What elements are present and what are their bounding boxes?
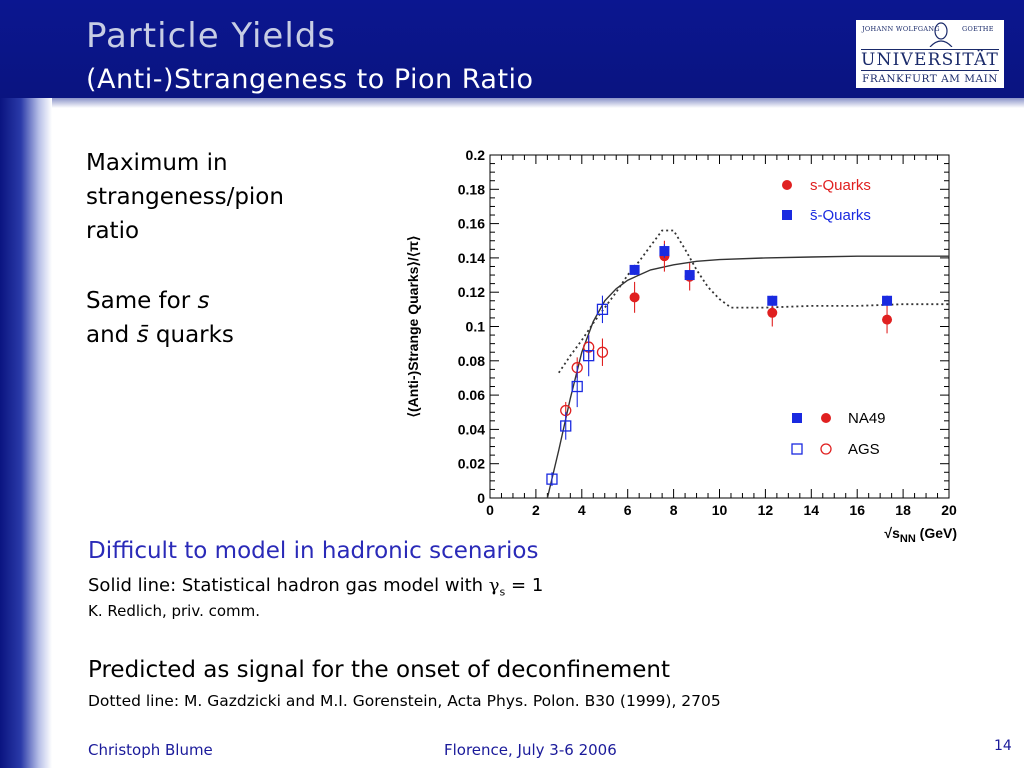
footer-event: Florence, July 3-6 2006: [444, 741, 617, 759]
legend-marker: [821, 413, 831, 423]
data-point: [882, 295, 893, 306]
chart-labels: 0 2 4 6 8 10 12 14 16 18 20 0 0.02 0.04 0.06 0.08 0.1 0.1…: [405, 147, 957, 545]
solid-line-note: Solid line: Statistical hadron gas model…: [88, 575, 543, 599]
x-tick-label: 14: [804, 502, 820, 518]
data-point: [571, 380, 583, 393]
legend-marker: [782, 210, 792, 220]
x-tick-label: 10: [712, 502, 728, 518]
legend-label: AGS: [848, 441, 880, 458]
bullet-same-line2: and s̄ quarks: [86, 318, 234, 352]
x-axis-label: √sNN (GeV): [884, 525, 957, 545]
x-tick-label: 6: [624, 502, 632, 518]
bullet-maximum: Maximum in strangeness/pion ratio: [86, 146, 284, 248]
y-tick-label: 0: [477, 490, 485, 506]
chart-legend: s-Quarks s̄-Quarks NA49 AGS: [782, 177, 886, 458]
legend-marker: [791, 443, 803, 455]
strangeness-chart: s-Quarks s̄-Quarks NA49 AGS 0 2 4 6 8 10 12 14 16 18…: [405, 147, 957, 545]
x-tick-label: 8: [670, 502, 678, 518]
gamma-value: = 1: [511, 575, 544, 596]
x-tick-label: 18: [895, 502, 911, 518]
data-point: [546, 473, 558, 485]
bullet-same: Same for s and s̄ quarks: [86, 284, 234, 352]
data-point: [882, 314, 893, 325]
logo-line2: UNIVERSITÄT: [861, 49, 1000, 71]
chart-axes: [489, 154, 950, 499]
legend-marker: [820, 443, 832, 455]
y-axis-label: ⟨(Anti-)Strange Quarks⟩/⟨π⟩: [405, 236, 421, 418]
x-tick-label: 2: [532, 502, 540, 518]
legend-marker: [792, 413, 802, 423]
goethe-portrait-icon: [929, 22, 953, 47]
x-tick-label: 16: [849, 502, 865, 518]
and-word: and: [86, 322, 130, 348]
same-prefix: Same for: [86, 288, 191, 314]
x-tick-label: 20: [941, 502, 957, 518]
slide-title: Particle Yields: [86, 16, 337, 56]
university-logo: JOHANN WOLFGANG GOETHE UNIVERSITÄT FRANK…: [856, 20, 1004, 88]
title-bar-shadow: [0, 98, 1024, 108]
data-point: [659, 246, 670, 257]
data-point: [596, 303, 609, 316]
legend-label: s-Quarks: [810, 177, 871, 194]
solid-model-curve: [546, 255, 949, 499]
y-tick-label: 0.14: [458, 250, 485, 266]
y-tick-label: 0.08: [458, 353, 485, 369]
data-point: [583, 350, 595, 362]
footer-author: Christoph Blume: [88, 741, 213, 759]
left-decorative-bar: [0, 98, 52, 768]
quarks-word: quarks: [155, 322, 234, 348]
sbar-symbol: s̄: [136, 322, 149, 348]
logo-line1-right: GOETHE: [962, 25, 994, 33]
logo-line1-left: JOHANN WOLFGANG: [862, 25, 940, 33]
gamma-subscript: s: [499, 585, 506, 599]
plot-frame: [489, 154, 950, 499]
x-tick-label: 12: [758, 502, 774, 518]
data-point: [684, 270, 695, 281]
legend-label: s̄-Quarks: [810, 207, 871, 224]
y-tick-label: 0.16: [458, 216, 485, 232]
chart-curves: [546, 229, 949, 499]
dotted-line-reference: Dotted line: M. Gazdzicki and M.I. Goren…: [88, 692, 721, 710]
solid-line-prefix: Solid line: Statistical hadron gas model…: [88, 575, 484, 596]
s-symbol: s: [197, 288, 210, 314]
legend-marker: [782, 180, 792, 190]
data-point: [629, 264, 640, 275]
y-tick-label: 0.18: [458, 181, 485, 197]
bullet-maximum-line3: ratio: [86, 218, 140, 244]
y-tick-label: 0.04: [458, 421, 485, 437]
redlich-credit: K. Redlich, priv. comm.: [88, 602, 261, 620]
data-point: [560, 420, 572, 432]
bullet-maximum-line1: Maximum in: [86, 150, 228, 176]
x-tick-label: 4: [578, 502, 586, 518]
predicted-heading: Predicted as signal for the onset of dec…: [88, 657, 671, 683]
data-point: [629, 292, 640, 303]
dotted-prediction-curve: [558, 229, 949, 374]
y-tick-label: 0.1: [466, 319, 486, 335]
bullet-same-line1: Same for s: [86, 284, 234, 318]
y-tick-label: 0.12: [458, 284, 485, 300]
y-tick-label: 0.06: [458, 387, 485, 403]
gamma-symbol: γ: [488, 575, 500, 596]
difficult-heading: Difficult to model in hadronic scenarios: [88, 538, 539, 564]
y-tick-label: 0.2: [466, 147, 486, 163]
data-point: [767, 295, 778, 306]
logo-line3: FRANKFURT AM MAIN: [862, 73, 998, 85]
data-point: [767, 307, 778, 318]
chart-points: [546, 240, 893, 486]
bullet-maximum-line2: strangeness/pion: [86, 184, 284, 210]
legend-label: NA49: [848, 410, 886, 427]
y-tick-label: 0.02: [458, 456, 485, 472]
data-point: [596, 346, 609, 358]
x-tick-label: 0: [486, 502, 494, 518]
page-number: 14: [994, 738, 1012, 754]
title-bar: [0, 0, 1024, 98]
slide-subtitle: (Anti-)Strangeness to Pion Ratio: [86, 64, 534, 95]
